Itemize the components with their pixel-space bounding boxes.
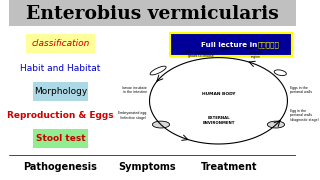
Text: Egg in the
perianal walls
(diagnostic stage): Egg in the perianal walls (diagnostic st… bbox=[290, 109, 319, 122]
FancyBboxPatch shape bbox=[33, 129, 88, 148]
Text: Pathogenesis: Pathogenesis bbox=[23, 162, 97, 172]
Text: Symptoms: Symptoms bbox=[118, 162, 175, 172]
Text: Habit and Habitat: Habit and Habitat bbox=[20, 64, 100, 73]
Text: Embryonated egg
(infective stage): Embryonated egg (infective stage) bbox=[118, 111, 147, 120]
Text: Eggs in the
perianal walls: Eggs in the perianal walls bbox=[290, 86, 312, 94]
Text: EXTERNAL
ENVIRONMENT: EXTERNAL ENVIRONMENT bbox=[202, 116, 235, 125]
FancyBboxPatch shape bbox=[26, 34, 95, 53]
Ellipse shape bbox=[267, 121, 284, 128]
Text: After maturation &
grows to choose: After maturation & grows to choose bbox=[186, 50, 216, 58]
Text: ingested: ingested bbox=[220, 47, 234, 51]
FancyBboxPatch shape bbox=[170, 33, 292, 56]
Ellipse shape bbox=[274, 70, 286, 76]
Text: हिंदी: हिंदी bbox=[258, 41, 280, 48]
Text: larvae incubate
in the intestine: larvae incubate in the intestine bbox=[122, 86, 147, 94]
Text: Stool test: Stool test bbox=[36, 134, 85, 143]
Text: HUMAN BODY: HUMAN BODY bbox=[202, 92, 235, 96]
Text: Enterobius vermicularis: Enterobius vermicularis bbox=[26, 4, 279, 22]
Ellipse shape bbox=[150, 66, 166, 75]
Ellipse shape bbox=[152, 121, 170, 128]
Text: Treatment: Treatment bbox=[201, 162, 258, 172]
Text: classification: classification bbox=[31, 39, 90, 48]
Text: Morphology: Morphology bbox=[34, 87, 87, 96]
Text: Reproduction & Eggs: Reproduction & Eggs bbox=[7, 111, 114, 120]
FancyBboxPatch shape bbox=[9, 0, 296, 26]
Text: Adults live in
perianal
region: Adults live in perianal region bbox=[245, 46, 266, 59]
FancyBboxPatch shape bbox=[33, 82, 88, 101]
Text: Full lecture in: Full lecture in bbox=[201, 42, 260, 48]
